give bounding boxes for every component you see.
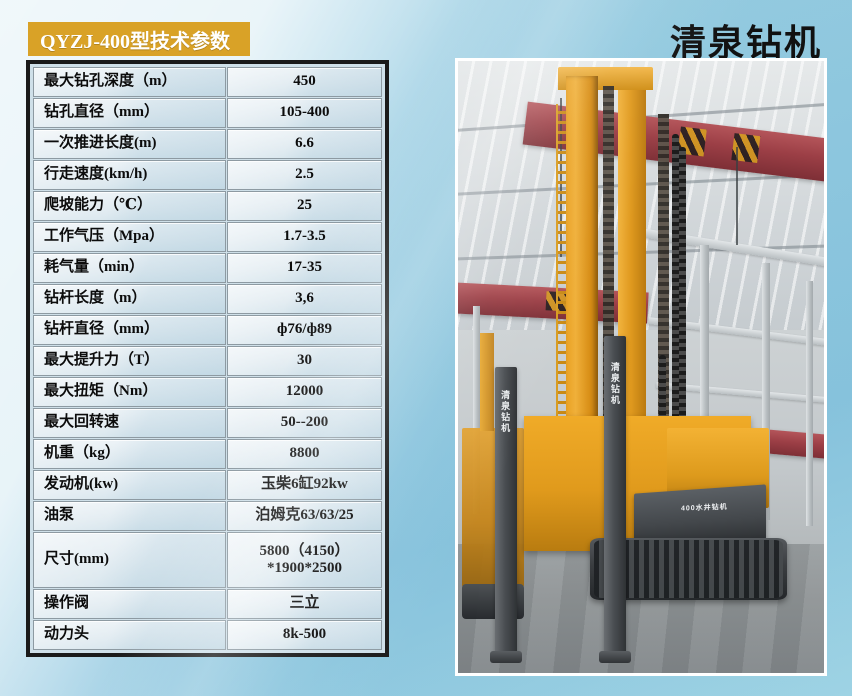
spec-table: 最大钻孔深度（m） 450 钻孔直径（mm） 105-400 一次推进长度(m) 6.6 行…	[32, 66, 383, 651]
spec-table-row: 钻孔直径（mm） 105-400	[33, 98, 382, 128]
spec-table-row: 一次推进长度(m) 6.6	[33, 129, 382, 159]
spec-value-line-1: 5800（4150）	[259, 542, 350, 559]
outrigger-foot	[599, 650, 632, 663]
spec-table-row: 耗气量（min） 17-35	[33, 253, 382, 283]
spec-banner-title: QYZJ-400型技术参数	[40, 30, 230, 53]
product-photo: 400水井钻机 清泉钻机 清泉钻机	[455, 58, 827, 676]
brand-title: 清泉钻机	[669, 22, 822, 64]
spec-table-row: 尺寸(mm) 5800（4150） *1900*2500	[33, 532, 382, 588]
spec-table-row: 爬坡能力（℃） 25	[33, 191, 382, 221]
outrigger-foot	[489, 650, 522, 663]
spec-key-cell: 钻杆长度（m）	[33, 284, 226, 314]
spec-table-row: 工作气压（Mpa） 1.7-3.5	[33, 222, 382, 252]
spec-key-cell: 钻孔直径（mm）	[33, 98, 226, 128]
product-photo-scene: 400水井钻机 清泉钻机 清泉钻机	[458, 61, 824, 673]
spec-value-cell: ф76/ф89	[227, 315, 382, 345]
spec-value-cell: 8800	[227, 439, 382, 469]
spec-key-cell: 机重（kg）	[33, 439, 226, 469]
spec-key-cell: 尺寸(mm)	[33, 532, 226, 588]
spec-table-row: 发动机(kw) 玉柴6缸92kw	[33, 470, 382, 500]
machine-model-label: 400水井钻机	[681, 504, 728, 514]
background-rig-mast	[480, 332, 494, 432]
outrigger-leg-right: 清泉钻机	[599, 336, 632, 663]
spec-key-cell: 耗气量（min）	[33, 253, 226, 283]
spec-key-cell: 油泵	[33, 501, 226, 531]
spec-banner: QYZJ-400型技术参数	[28, 22, 250, 56]
spec-table-row: 最大提升力（T） 30	[33, 346, 382, 376]
outrigger-left-text: 清泉钻机	[500, 390, 511, 435]
spec-value-cell: 30	[227, 346, 382, 376]
spec-key-cell: 最大钻孔深度（m）	[33, 67, 226, 97]
feed-rack	[657, 113, 669, 523]
spec-table-wrapper: 最大钻孔深度（m） 450 钻孔直径（mm） 105-400 一次推进长度(m) 6.6 行…	[26, 60, 389, 657]
spec-key-cell: 发动机(kw)	[33, 470, 226, 500]
spec-table-row: 操作阀 三立	[33, 589, 382, 619]
hanging-cable	[736, 146, 739, 245]
spec-value-cell: 450	[227, 67, 382, 97]
feed-rack	[602, 85, 615, 533]
spec-table-row: 行走速度(km/h) 2.5	[33, 160, 382, 190]
spec-value-line-2: *1900*2500	[267, 560, 342, 576]
spec-table-row: 动力头 8k-500	[33, 620, 382, 650]
spec-value-cell: 8k-500	[227, 620, 382, 650]
spec-table-row: 钻杆直径（mm） ф76/ф89	[33, 315, 382, 345]
spec-value-cell: 2.5	[227, 160, 382, 190]
spec-table-row: 油泵 泊姆克63/63/25	[33, 501, 382, 531]
spec-value-cell: 3,6	[227, 284, 382, 314]
spec-table-row: 钻杆长度（m） 3,6	[33, 284, 382, 314]
spec-key-cell: 动力头	[33, 620, 226, 650]
hydraulic-hose	[672, 134, 680, 478]
steel-column	[472, 305, 480, 514]
spec-key-cell: 行走速度(km/h)	[33, 160, 226, 190]
spec-key-cell: 工作气压（Mpa）	[33, 222, 226, 252]
spec-table-row: 最大扭矩（Nm） 12000	[33, 377, 382, 407]
spec-value-cell: 泊姆克63/63/25	[227, 501, 382, 531]
spec-key-cell: 最大扭矩（Nm）	[33, 377, 226, 407]
spec-key-cell: 钻杆直径（mm）	[33, 315, 226, 345]
spec-value-cell: 5800（4150） *1900*2500	[227, 532, 382, 588]
spec-key-cell: 最大提升力（T）	[33, 346, 226, 376]
spec-key-cell: 操作阀	[33, 589, 226, 619]
spec-value-cell: 17-35	[227, 253, 382, 283]
spec-value-cell: 105-400	[227, 98, 382, 128]
spec-table-row: 最大回转速 50--200	[33, 408, 382, 438]
steel-column	[699, 244, 709, 514]
hydraulic-hose	[679, 146, 687, 478]
spec-value-cell: 三立	[227, 589, 382, 619]
spec-value-cell: 12000	[227, 377, 382, 407]
spec-value-cell: 50--200	[227, 408, 382, 438]
outrigger-leg-left: 清泉钻机	[489, 367, 522, 663]
spec-table-row: 最大钻孔深度（m） 450	[33, 67, 382, 97]
spec-value-cell: 6.6	[227, 129, 382, 159]
spec-key-cell: 最大回转速	[33, 408, 226, 438]
spec-value-cell: 玉柴6缸92kw	[227, 470, 382, 500]
steel-column	[805, 281, 813, 527]
steel-column	[761, 262, 770, 520]
spec-value-cell: 1.7-3.5	[227, 222, 382, 252]
spec-key-cell: 一次推进长度(m)	[33, 129, 226, 159]
spec-key-cell: 爬坡能力（℃）	[33, 191, 226, 221]
outrigger-right-text: 清泉钻机	[609, 361, 620, 406]
spec-table-row: 机重（kg） 8800	[33, 439, 382, 469]
spec-value-cell: 25	[227, 191, 382, 221]
